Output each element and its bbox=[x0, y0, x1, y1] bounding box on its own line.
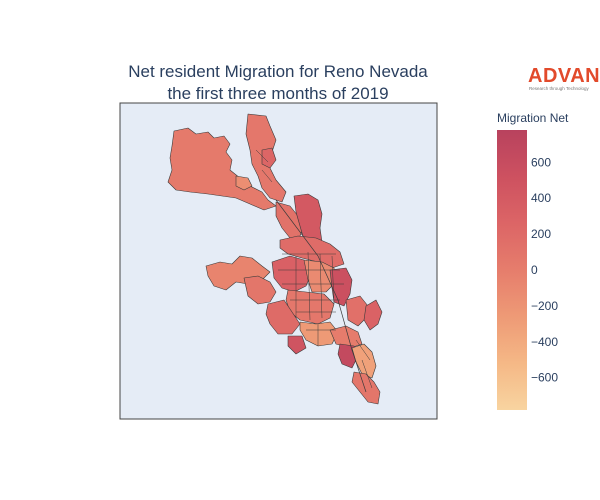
colorbar-tick-label: −600 bbox=[531, 371, 558, 385]
colorbar-gradient bbox=[497, 130, 527, 410]
map-region-south-strip-d[interactable] bbox=[351, 371, 381, 405]
colorbar-tick-label: 0 bbox=[531, 263, 538, 277]
map-region-south-strip-a[interactable] bbox=[329, 325, 363, 349]
colorbar-tick-label: −200 bbox=[531, 299, 558, 313]
advan-logo: ADVAN Research through Technology bbox=[528, 65, 600, 91]
logo-wordmark: ADVAN bbox=[528, 65, 600, 87]
colorbar-tick-label: 600 bbox=[531, 155, 551, 169]
map-title-line-2: the first three months of 2019 bbox=[167, 84, 388, 103]
colorbar-tick-label: 400 bbox=[531, 191, 551, 205]
colorbar-tick-label: 200 bbox=[531, 227, 551, 241]
map-title-line-1: Net resident Migration for Reno Nevada bbox=[128, 62, 428, 81]
highway-line bbox=[275, 199, 367, 393]
tract-boundary-line bbox=[307, 251, 311, 321]
map-region-southwest-pocket[interactable] bbox=[287, 335, 307, 355]
tract-boundary-line bbox=[319, 253, 323, 319]
tract-boundary-line bbox=[261, 169, 273, 183]
map-regions bbox=[167, 113, 383, 405]
map-region-north-east-cell[interactable] bbox=[261, 147, 277, 169]
map-region-central-north-strip[interactable] bbox=[279, 235, 345, 269]
tract-boundary-line bbox=[361, 359, 373, 389]
map-region-south-west-lobe[interactable] bbox=[265, 299, 301, 335]
map-region-central-core-a[interactable] bbox=[271, 255, 313, 293]
map-region-north-pocket[interactable] bbox=[235, 175, 253, 191]
tract-boundary-line bbox=[355, 339, 371, 361]
map-region-east-spur[interactable] bbox=[363, 299, 383, 331]
tract-boundary-line bbox=[255, 149, 269, 163]
tract-boundary-line bbox=[331, 255, 335, 305]
map-region-north-west-arm[interactable] bbox=[167, 127, 277, 211]
colorbar-tick-label: −400 bbox=[531, 335, 558, 349]
colorbar-title: Migration Net bbox=[497, 111, 569, 125]
logo-tagline: Research through Technology bbox=[529, 86, 589, 91]
map-region-west-lobe[interactable] bbox=[243, 275, 277, 305]
map-region-south-central[interactable] bbox=[299, 321, 339, 347]
colorbar-ticks: 600 400 200 0 −200 −400 −600 bbox=[531, 155, 558, 384]
